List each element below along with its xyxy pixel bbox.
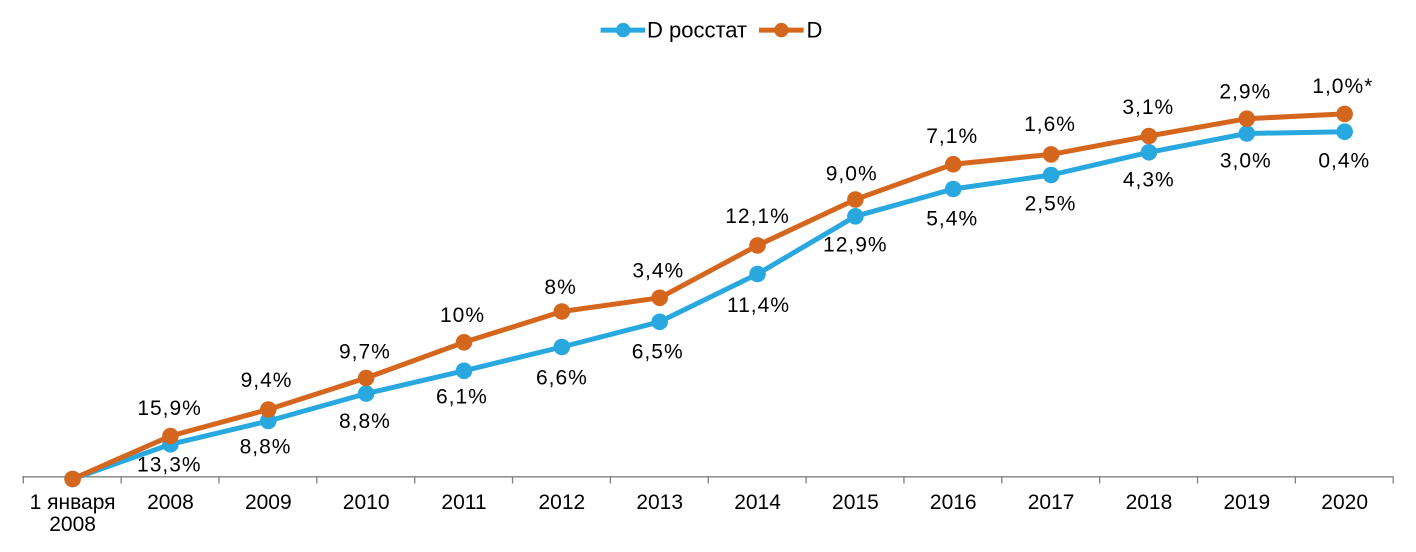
svg-text:13,3%: 13,3% bbox=[137, 454, 202, 477]
svg-text:3,4%: 3,4% bbox=[632, 260, 684, 283]
svg-text:D: D bbox=[807, 18, 823, 43]
svg-text:2011: 2011 bbox=[441, 491, 486, 514]
svg-text:1,6%: 1,6% bbox=[1024, 113, 1076, 136]
svg-text:5,4%: 5,4% bbox=[926, 207, 978, 230]
svg-text:2008: 2008 bbox=[147, 491, 194, 514]
svg-text:7,1%: 7,1% bbox=[926, 125, 978, 148]
svg-text:1,0%*: 1,0%* bbox=[1312, 75, 1373, 98]
svg-text:2015: 2015 bbox=[832, 491, 879, 514]
svg-text:1 января: 1 января bbox=[30, 491, 116, 514]
svg-text:2014: 2014 bbox=[734, 491, 781, 514]
svg-text:15,9%: 15,9% bbox=[137, 397, 202, 420]
svg-text:2009: 2009 bbox=[245, 491, 292, 514]
svg-text:2,9%: 2,9% bbox=[1219, 81, 1271, 104]
svg-text:2016: 2016 bbox=[930, 491, 977, 514]
svg-text:6,5%: 6,5% bbox=[632, 340, 684, 363]
svg-text:9,4%: 9,4% bbox=[241, 369, 293, 392]
svg-text:9,0%: 9,0% bbox=[826, 163, 878, 186]
svg-text:2017: 2017 bbox=[1028, 491, 1075, 514]
svg-text:2018: 2018 bbox=[1126, 491, 1173, 514]
svg-text:12,1%: 12,1% bbox=[725, 205, 790, 228]
svg-text:10%: 10% bbox=[440, 304, 485, 327]
svg-text:2012: 2012 bbox=[538, 491, 585, 514]
svg-text:6,1%: 6,1% bbox=[436, 385, 488, 408]
svg-text:8%: 8% bbox=[544, 276, 576, 299]
svg-text:8,8%: 8,8% bbox=[339, 410, 391, 433]
svg-text:11,4%: 11,4% bbox=[727, 294, 790, 317]
svg-text:2,5%: 2,5% bbox=[1025, 193, 1077, 216]
svg-text:6,6%: 6,6% bbox=[536, 367, 588, 390]
svg-text:9,7%: 9,7% bbox=[339, 341, 391, 364]
svg-text:2010: 2010 bbox=[343, 491, 390, 514]
svg-text:D росстат: D росстат bbox=[647, 18, 747, 43]
svg-text:12,9%: 12,9% bbox=[823, 234, 888, 257]
svg-text:2008: 2008 bbox=[49, 513, 96, 536]
svg-text:8,8%: 8,8% bbox=[240, 436, 292, 459]
svg-text:0,4%: 0,4% bbox=[1318, 150, 1370, 173]
svg-text:2020: 2020 bbox=[1321, 491, 1368, 514]
svg-text:4,3%: 4,3% bbox=[1123, 169, 1175, 192]
svg-text:2013: 2013 bbox=[636, 491, 683, 514]
svg-text:2019: 2019 bbox=[1223, 491, 1270, 514]
svg-text:3,0%: 3,0% bbox=[1220, 149, 1272, 172]
svg-text:3,1%: 3,1% bbox=[1122, 96, 1174, 119]
